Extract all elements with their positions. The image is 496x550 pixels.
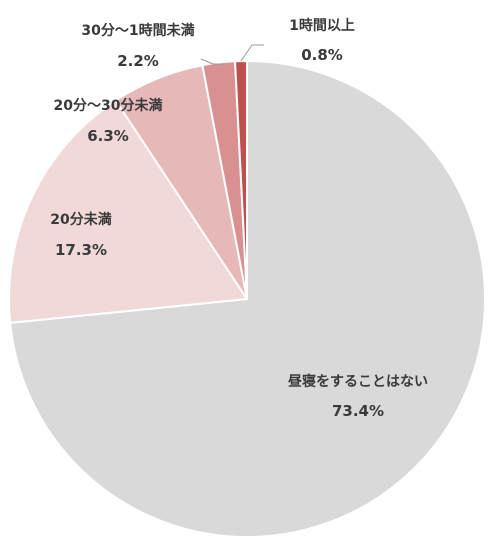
slice-label-over-60: 1時間以上 [289,17,355,34]
slice-label-20-30: 20分～30分未満 [54,97,163,114]
slice-value-30-60: 2.2% [117,52,159,70]
slice-value-over-60: 0.8% [301,46,343,64]
slice-value-20-30: 6.3% [87,127,129,145]
slice-label-no-nap: 昼寝をすることはない [288,373,428,390]
slice-over-60 [234,59,248,300]
leader-lines [200,44,264,65]
slice-under-20 [7,99,248,324]
slice-value-under-20: 17.3% [55,241,107,259]
leader-line-over-60 [240,44,264,62]
slice-label-under-20: 20分未満 [50,211,111,228]
slice-value-no-nap: 73.4% [332,402,384,420]
slice-label-30-60: 30分～1時間未満 [81,22,194,39]
leader-line-30-60 [200,58,224,65]
pie-slices [7,59,486,538]
